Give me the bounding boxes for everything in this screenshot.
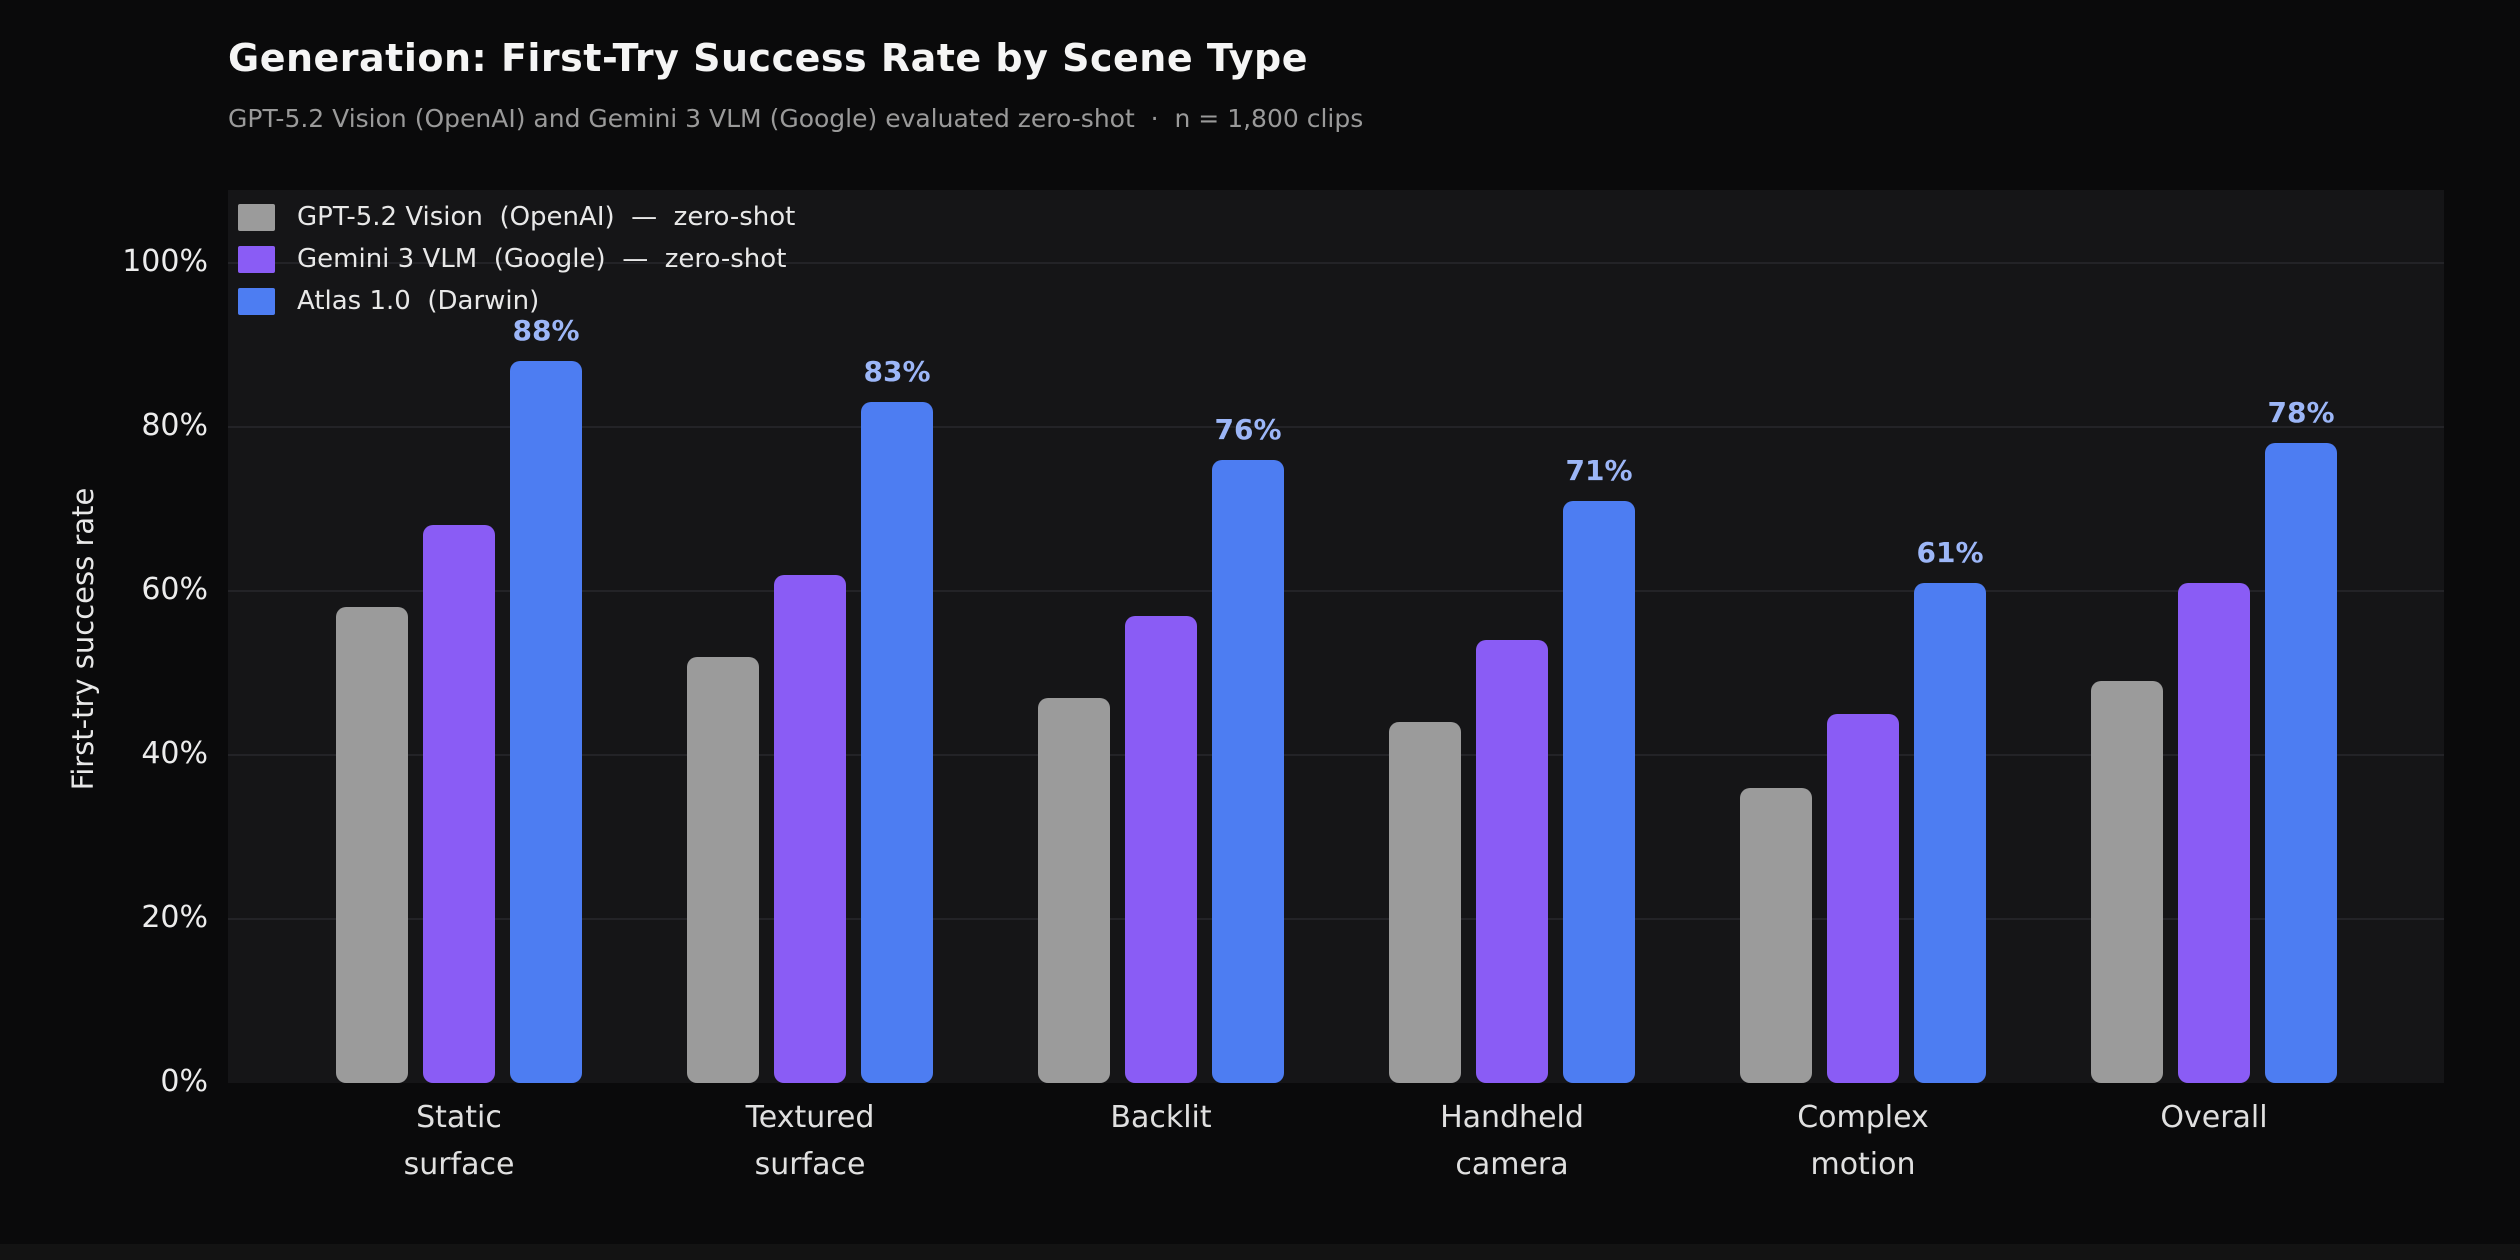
x-tick-label-textured-surface: Textured surface bbox=[745, 1100, 875, 1182]
legend-swatch-gpt-5-2-vision bbox=[238, 203, 275, 231]
bar-gpt-5-2-vision-complex-motion bbox=[1740, 788, 1812, 1083]
bar-gpt-5-2-vision-backlit bbox=[1038, 698, 1110, 1083]
bar-gpt-5-2-vision-overall bbox=[2091, 681, 2163, 1083]
bar-group-complex-motion: 61% bbox=[1740, 190, 1986, 1083]
bar-value-label-overall: 78% bbox=[2267, 396, 2335, 429]
gridline-80 bbox=[228, 426, 2444, 428]
bar-group-handheld-camera: 71% bbox=[1389, 190, 1635, 1083]
bar-gpt-5-2-vision-static-surface bbox=[336, 607, 408, 1083]
bar-value-label-handheld-camera: 71% bbox=[1565, 454, 1633, 487]
bar-gemini-3-vlm-backlit bbox=[1125, 616, 1197, 1083]
bar-value-label-complex-motion: 61% bbox=[1916, 536, 1984, 569]
legend-swatch-gemini-3-vlm bbox=[238, 245, 275, 273]
y-tick-label-20: 20% bbox=[141, 900, 208, 936]
chart-subtitle: GPT-5.2 Vision (OpenAI) and Gemini 3 VLM… bbox=[228, 104, 1364, 133]
bar-value-label-textured-surface: 83% bbox=[863, 355, 931, 388]
bar-atlas-1-0-handheld-camera bbox=[1563, 501, 1635, 1083]
y-tick-label-100: 100% bbox=[122, 244, 208, 280]
y-tick-label-0: 0% bbox=[160, 1064, 208, 1100]
chart-title: Generation: First-Try Success Rate by Sc… bbox=[228, 36, 1308, 80]
legend-item-gpt-5-2-vision: GPT-5.2 Vision (OpenAI) — zero-shot bbox=[238, 196, 795, 238]
bar-value-label-static-surface: 88% bbox=[512, 314, 580, 347]
x-tick-label-overall: Overall bbox=[2160, 1100, 2268, 1135]
bar-atlas-1-0-complex-motion bbox=[1914, 583, 1986, 1083]
gridline-60 bbox=[228, 590, 2444, 592]
bar-atlas-1-0-textured-surface bbox=[861, 402, 933, 1083]
bar-gemini-3-vlm-handheld-camera bbox=[1476, 640, 1548, 1083]
x-tick-label-backlit: Backlit bbox=[1110, 1100, 1212, 1135]
bar-group-textured-surface: 83% bbox=[687, 190, 933, 1083]
bar-atlas-1-0-static-surface bbox=[510, 361, 582, 1083]
gridline-100 bbox=[228, 262, 2444, 264]
legend-item-atlas-1-0: Atlas 1.0 (Darwin) bbox=[238, 280, 795, 322]
legend: GPT-5.2 Vision (OpenAI) — zero-shot Gemin… bbox=[238, 196, 795, 322]
bar-group-backlit: 76% bbox=[1038, 190, 1284, 1083]
gridline-20 bbox=[228, 918, 2444, 920]
bar-gemini-3-vlm-overall bbox=[2178, 583, 2250, 1083]
bottom-strip bbox=[0, 1244, 2520, 1260]
bar-gpt-5-2-vision-textured-surface bbox=[687, 657, 759, 1083]
bar-atlas-1-0-overall bbox=[2265, 443, 2337, 1083]
plot-area: 88% 83% 76% 71% 61% 78% GPT-5.2 Vision (OpenA… bbox=[122, 190, 2444, 1182]
bar-value-label-backlit: 76% bbox=[1214, 413, 1282, 446]
bar-atlas-1-0-backlit bbox=[1212, 460, 1284, 1083]
legend-label-gpt-5-2-vision: GPT-5.2 Vision (OpenAI) — zero-shot bbox=[297, 202, 796, 232]
y-tick-label-80: 80% bbox=[141, 408, 208, 444]
bar-gemini-3-vlm-static-surface bbox=[423, 525, 495, 1083]
bar-gemini-3-vlm-complex-motion bbox=[1827, 714, 1899, 1083]
x-tick-label-static-surface: Static surface bbox=[403, 1100, 515, 1182]
legend-label-atlas-1-0: Atlas 1.0 (Darwin) bbox=[297, 286, 540, 316]
bar-gpt-5-2-vision-handheld-camera bbox=[1389, 722, 1461, 1083]
bar-gemini-3-vlm-textured-surface bbox=[774, 575, 846, 1083]
bar-group-static-surface: 88% bbox=[336, 190, 582, 1083]
legend-swatch-atlas-1-0 bbox=[238, 287, 275, 315]
legend-label-gemini-3-vlm: Gemini 3 VLM (Google) — zero-shot bbox=[297, 244, 787, 274]
y-tick-label-60: 60% bbox=[141, 572, 208, 608]
gridline-40 bbox=[228, 754, 2444, 756]
x-tick-label-complex-motion: Complex motion bbox=[1797, 1100, 1929, 1182]
legend-item-gemini-3-vlm: Gemini 3 VLM (Google) — zero-shot bbox=[238, 238, 795, 280]
y-tick-label-40: 40% bbox=[141, 736, 208, 772]
y-axis-title: First-try success rate bbox=[66, 487, 100, 791]
x-tick-label-handheld-camera: Handheld camera bbox=[1440, 1100, 1584, 1182]
bar-group-overall: 78% bbox=[2091, 190, 2337, 1083]
